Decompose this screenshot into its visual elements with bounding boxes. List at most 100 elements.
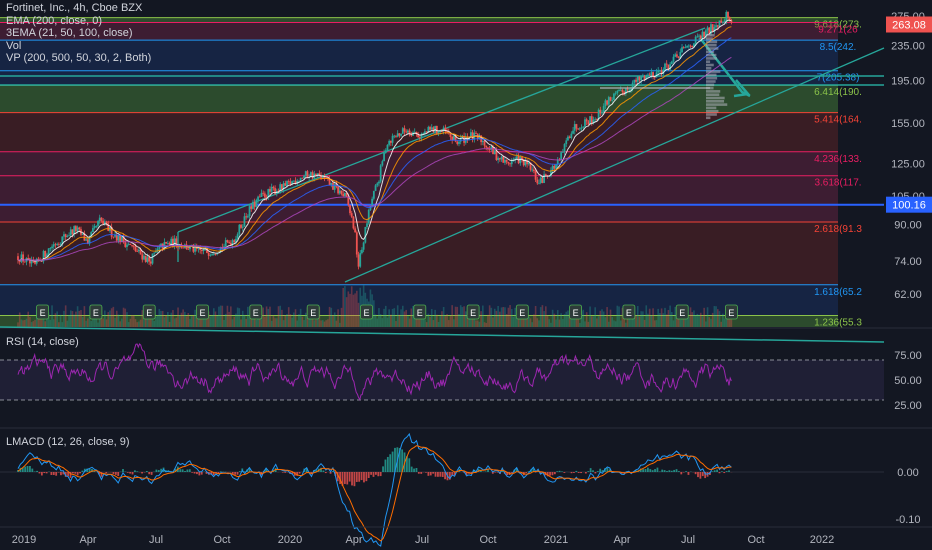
macd-tick-label[interactable]: -0.10: [895, 514, 920, 526]
volume-bar: [565, 311, 568, 327]
candle-body: [565, 140, 568, 145]
volume-bar: [272, 315, 275, 327]
macd-histogram-bar: [50, 472, 53, 475]
macd-histogram-bar: [55, 472, 58, 476]
volume-bar: [505, 314, 508, 327]
volume-bar: [332, 315, 334, 327]
macd-histogram-bar: [668, 470, 671, 472]
macd-legend[interactable]: LMACD (12, 26, close, 9): [6, 436, 130, 448]
last-price-value[interactable]: 263.08: [892, 20, 926, 32]
rsi-panel[interactable]: [0, 326, 885, 401]
candle-body: [376, 183, 379, 186]
earnings-marker: [36, 304, 49, 320]
volume-bar: [18, 312, 21, 327]
volume-bar: [223, 319, 225, 327]
time-tick-label[interactable]: 2021: [544, 534, 568, 546]
macd-panel[interactable]: [0, 432, 884, 547]
rsi-tick-label[interactable]: 25.00: [894, 400, 922, 412]
volume-bar: [291, 317, 293, 327]
price-tick-label[interactable]: 235.00: [891, 41, 925, 53]
time-axis[interactable]: 2019 Apr Jul Oct 2020 Apr Jul Oct 2021 Apr Jul Oct 2…: [0, 526, 932, 546]
rsi-tick-label[interactable]: 50.00: [894, 375, 922, 387]
candle-body: [22, 254, 25, 262]
time-tick-label[interactable]: Oct: [747, 534, 764, 546]
three-ema-legend[interactable]: 3EMA (21, 50, 100, close): [6, 27, 133, 39]
price-axis[interactable]: 275.00235.00195.00155.00125.00105.0090.0…: [886, 11, 932, 526]
time-tick-label[interactable]: Jul: [415, 534, 429, 546]
candle-body: [599, 109, 602, 114]
candle-body: [260, 192, 263, 198]
volume-bar: [117, 314, 120, 327]
ema-legend[interactable]: EMA (200, close, 0): [6, 14, 102, 27]
time-tick-label[interactable]: Oct: [213, 534, 230, 546]
volume-bar: [391, 308, 394, 327]
volume-bar: [20, 319, 23, 327]
vol-legend[interactable]: Vol: [6, 39, 22, 52]
volume-bar: [184, 311, 186, 327]
time-tick-label[interactable]: Jul: [149, 534, 163, 546]
candle-body: [88, 236, 91, 244]
earnings-marker-label: E: [310, 308, 316, 318]
macd-histogram-bar: [685, 471, 687, 472]
candle-body: [76, 227, 79, 232]
volume-bar: [614, 321, 617, 327]
macd-histogram-bar: [439, 472, 442, 477]
support-price-value[interactable]: 100.16: [892, 200, 926, 212]
candle-body: [555, 164, 557, 169]
macd-histogram-bar: [599, 468, 602, 472]
candle-body: [17, 256, 19, 260]
candle-body: [405, 131, 408, 133]
volume-bar: [345, 297, 348, 327]
time-tick-label[interactable]: Apr: [345, 534, 362, 546]
macd-histogram-bar: [284, 472, 287, 473]
candle-body: [454, 135, 457, 142]
candle-body: [177, 246, 179, 248]
macd-histogram-bar: [470, 472, 473, 474]
volume-bar: [121, 318, 123, 327]
macd-histogram-bar: [360, 472, 363, 481]
candle-body: [160, 243, 162, 247]
symbol-title[interactable]: Fortinet, Inc., 4h, Cboe BZX: [6, 2, 143, 14]
rsi-legend[interactable]: RSI (14, close): [6, 336, 79, 348]
vp-legend[interactable]: VP (200, 500, 50, 30, 2, Both): [6, 52, 152, 64]
time-tick-label[interactable]: Oct: [479, 534, 496, 546]
volume-bar: [398, 314, 401, 327]
support-price-badge[interactable]: [886, 196, 932, 213]
candle-body: [224, 240, 227, 247]
macd-histogram-bar: [379, 472, 382, 477]
price-tick-label[interactable]: 125.00: [891, 158, 925, 170]
candle-body: [182, 247, 185, 249]
time-tick-label[interactable]: Apr: [613, 534, 630, 546]
macd-tick-label[interactable]: 0.00: [897, 467, 918, 479]
earnings-marker: [142, 304, 156, 320]
price-tick-label[interactable]: 195.00: [891, 75, 925, 87]
price-tick-label[interactable]: 74.00: [894, 256, 922, 268]
price-tick-label[interactable]: 62.00: [894, 289, 922, 301]
macd-histogram-bar: [322, 470, 325, 472]
candle-body: [388, 140, 391, 145]
candle-body: [429, 126, 431, 130]
time-tick-label[interactable]: 2022: [810, 534, 834, 546]
candle-body: [633, 79, 636, 83]
candle-body: [706, 27, 709, 31]
candle-body: [200, 250, 203, 252]
time-tick-label[interactable]: Apr: [79, 534, 96, 546]
price-tick-label[interactable]: 90.00: [894, 220, 922, 232]
macd-histogram-bar: [389, 454, 392, 472]
time-tick-label[interactable]: Jul: [681, 534, 695, 546]
rsi-tick-label[interactable]: 75.00: [894, 350, 922, 362]
candle-body: [444, 127, 447, 132]
volume-bar: [677, 316, 680, 327]
time-tick-label[interactable]: 2019: [12, 534, 36, 546]
time-tick-label[interactable]: 2020: [278, 534, 302, 546]
candle-body: [132, 245, 135, 247]
macd-histogram-bar: [188, 469, 191, 472]
price-panel[interactable]: 9.618(273.9.271(26 8.5(242. 7(205.38) 6.414…: [0, 10, 932, 429]
price-tick-label[interactable]: 155.00: [891, 118, 925, 130]
volume-bar: [425, 322, 428, 327]
last-price-badge[interactable]: [886, 16, 932, 33]
volume-bar: [214, 311, 217, 327]
candle-body: [590, 116, 593, 124]
volume-profile-bar: [706, 103, 728, 106]
